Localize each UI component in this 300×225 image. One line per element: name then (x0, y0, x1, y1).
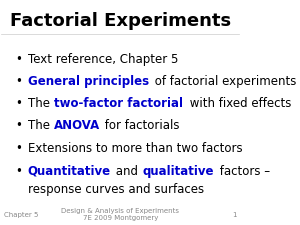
Text: qualitative: qualitative (143, 165, 214, 178)
Text: Extensions to more than two factors: Extensions to more than two factors (28, 142, 242, 155)
Text: •: • (16, 97, 22, 110)
Text: •: • (16, 53, 22, 66)
Text: Quantitative: Quantitative (28, 165, 111, 178)
Text: two-factor factorial: two-factor factorial (54, 97, 183, 110)
Text: Text reference, Chapter 5: Text reference, Chapter 5 (28, 53, 178, 66)
Text: and: and (112, 165, 142, 178)
Text: ANOVA: ANOVA (54, 119, 100, 132)
Text: 1: 1 (232, 212, 237, 218)
Text: •: • (16, 165, 22, 178)
Text: The: The (28, 97, 53, 110)
Text: factors –: factors – (216, 165, 270, 178)
Text: •: • (16, 119, 22, 132)
Text: with fixed effects: with fixed effects (186, 97, 291, 110)
Text: for factorials: for factorials (101, 119, 180, 132)
Text: The: The (28, 119, 53, 132)
Text: of factorial experiments: of factorial experiments (151, 75, 297, 88)
Text: Factorial Experiments: Factorial Experiments (10, 12, 231, 30)
Text: •: • (16, 142, 22, 155)
Text: •: • (16, 75, 22, 88)
Text: Design & Analysis of Experiments
7E 2009 Montgomery: Design & Analysis of Experiments 7E 2009… (61, 208, 179, 221)
Text: General principles: General principles (28, 75, 149, 88)
Text: response curves and surfaces: response curves and surfaces (28, 183, 204, 196)
Text: Chapter 5: Chapter 5 (4, 212, 38, 218)
